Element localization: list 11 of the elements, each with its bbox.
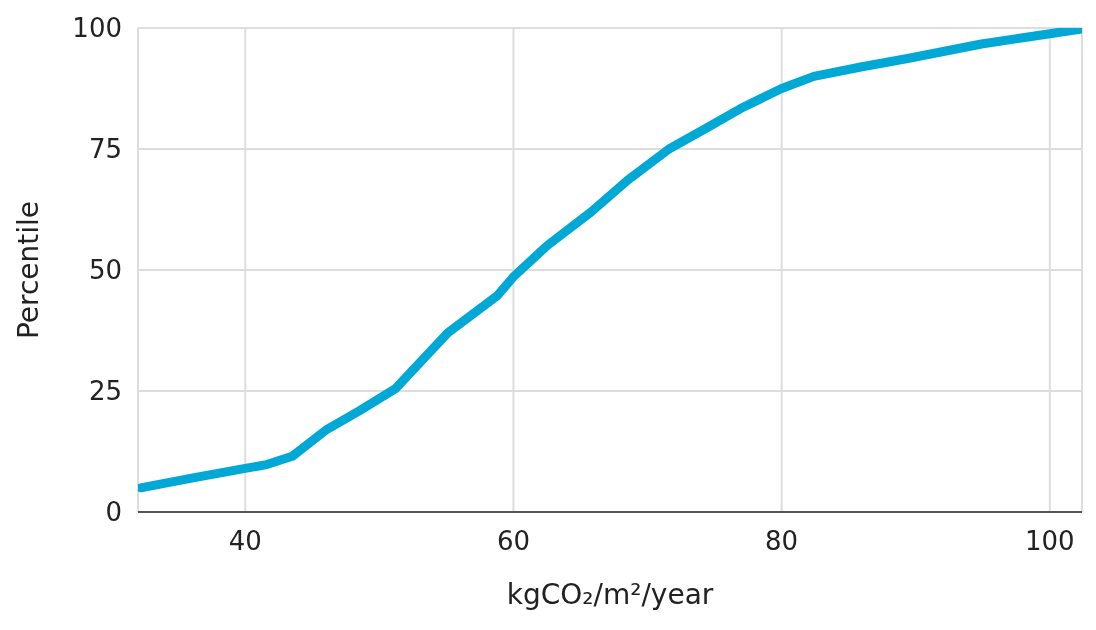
y-tick-label: 100 — [72, 13, 122, 44]
x-tick-label: 40 — [228, 526, 262, 557]
x-tick-label: 100 — [1025, 526, 1075, 557]
y-tick-label: 0 — [105, 497, 122, 528]
y-tick-label: 25 — [88, 376, 122, 407]
x-axis-title: kgCO₂/m²/year — [506, 578, 714, 611]
y-tick-label: 50 — [88, 255, 122, 286]
y-tick-label: 75 — [88, 134, 122, 165]
x-tick-label: 80 — [765, 526, 799, 557]
x-tick-label: 60 — [496, 526, 530, 557]
y-axis-title: Percentile — [11, 200, 45, 340]
